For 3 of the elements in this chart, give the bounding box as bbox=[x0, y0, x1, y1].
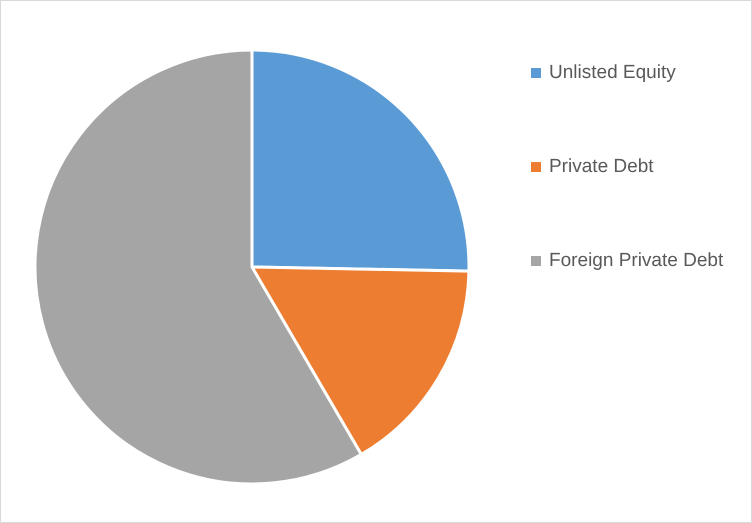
legend-label: Private Debt bbox=[549, 155, 654, 179]
legend-label: Foreign Private Debt bbox=[549, 249, 724, 273]
legend-label: Unlisted Equity bbox=[549, 61, 676, 85]
